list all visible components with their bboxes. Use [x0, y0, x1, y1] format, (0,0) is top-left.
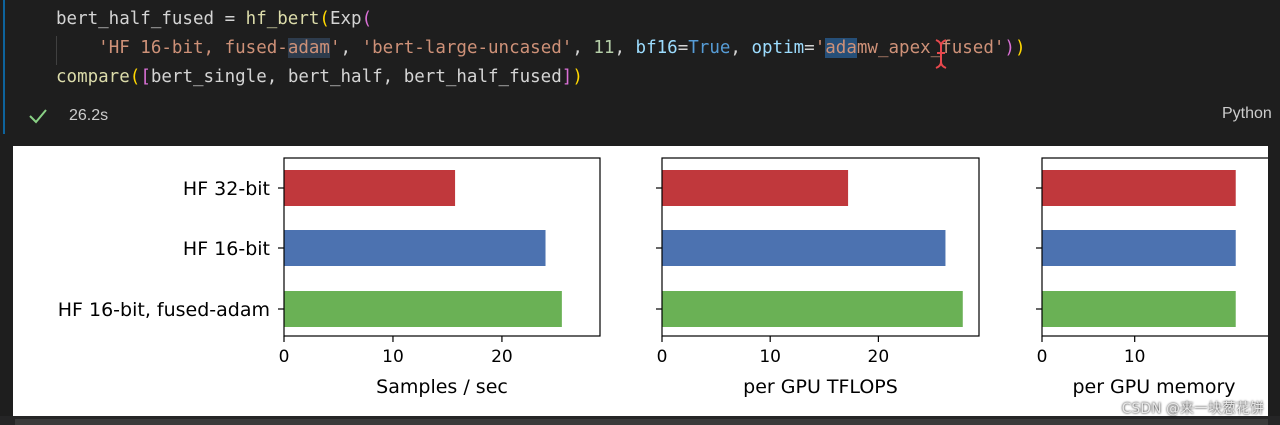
code-token: w_apex_fused' [867, 38, 1005, 58]
x-tick-label: 20 [491, 347, 513, 367]
code-token: True [688, 38, 731, 58]
execution-time: 26.2s [69, 107, 109, 124]
code-token: optim [751, 38, 805, 58]
check-icon [29, 109, 47, 124]
category-label: HF 32-bit [183, 178, 270, 200]
x-axis-label: per GPU TFLOPS [743, 376, 898, 398]
code-line[interactable]: 'HF 16-bit, fused-adam', 'bert-large-unc… [56, 34, 1025, 63]
bar-1-2 [662, 291, 963, 327]
code-token: ( [319, 9, 330, 29]
code-token: ) [572, 67, 583, 87]
code-token: bert_half_fused = [56, 9, 246, 29]
code-token: compare [56, 67, 130, 87]
category-label: HF 16-bit, fused-adam [58, 299, 270, 321]
cell-language-picker[interactable]: Python [1222, 105, 1272, 122]
bar-2-0 [1042, 170, 1236, 206]
code-token [56, 38, 98, 58]
x-tick-label: 0 [657, 347, 668, 367]
text-cursor-icon [935, 39, 947, 69]
code-token: adam [287, 38, 330, 58]
code-token: ' [329, 38, 341, 58]
code-token: ' [814, 38, 826, 58]
code-token: ] [561, 67, 573, 87]
x-tick-label: 10 [759, 347, 781, 367]
bar-0-0 [284, 170, 456, 206]
code-token: ) [1004, 38, 1015, 58]
bar-1-1 [662, 230, 946, 266]
code-token: Exp [329, 9, 362, 29]
code-token: bert_single, bert_half, bert_half_fused [150, 67, 562, 87]
code-token: 11 [593, 38, 615, 58]
code-token: [ [140, 67, 151, 87]
code-token: ada [825, 38, 857, 58]
axes-frame [283, 157, 601, 337]
code-line[interactable]: bert_half_fused = hf_bert(Exp( [56, 5, 1025, 34]
cell-focus-border [3, 0, 5, 134]
execution-status: 26.2s [28, 105, 108, 127]
bar-1-0 [662, 170, 849, 206]
indent-guide [56, 36, 57, 65]
x-tick-label: 0 [1037, 347, 1048, 367]
axes-frame [661, 157, 980, 337]
code-token: , [614, 38, 636, 58]
notebook-code-cell[interactable]: bert_half_fused = hf_bert(Exp( 'HF 16-bi… [0, 0, 1280, 134]
x-tick-label: 10 [1124, 347, 1146, 367]
code-token: , [572, 38, 594, 58]
code-token: ) [1014, 38, 1026, 58]
code-token: = [804, 38, 815, 58]
x-tick-label: 20 [868, 347, 890, 367]
code-token: = [677, 38, 689, 58]
x-axis-label: Samples / sec [376, 376, 508, 398]
axes-frame [1041, 157, 1268, 337]
code-editor[interactable]: bert_half_fused = hf_bert(Exp( 'HF 16-bi… [56, 5, 1025, 92]
code-token: 'HF 16-bit, fused- [98, 38, 288, 58]
bar-2-1 [1042, 230, 1236, 266]
code-token: , [340, 38, 362, 58]
bar-0-2 [284, 291, 562, 327]
code-token: bf16 [635, 38, 678, 58]
code-token: 'bert-large-uncased' [361, 38, 573, 58]
bar-0-1 [284, 230, 546, 266]
cell-output: HF 32-bit HF 16-bit HF 16-bit, fused-adam 0… [13, 146, 1268, 416]
code-line[interactable]: compare([bert_single, bert_half, bert_ha… [56, 63, 1025, 92]
x-axis-label: per GPU memory [1072, 376, 1235, 398]
x-tick-label: 0 [279, 347, 290, 367]
code-token: ( [129, 67, 141, 87]
code-token: m [856, 38, 868, 58]
horizontal-scrollbar[interactable] [15, 419, 1268, 425]
watermark: CSDN @来一块葱花饼 [1121, 401, 1264, 417]
code-token: hf_bert [245, 9, 320, 29]
category-label: HF 16-bit [183, 238, 270, 260]
bar-charts: HF 32-bit HF 16-bit HF 16-bit, fused-adam 0… [58, 157, 1268, 398]
code-token: ( [361, 9, 373, 29]
bottom-bar [0, 416, 1280, 425]
code-token: , [730, 38, 752, 58]
bar-2-2 [1042, 291, 1236, 327]
x-tick-label: 10 [382, 347, 404, 367]
